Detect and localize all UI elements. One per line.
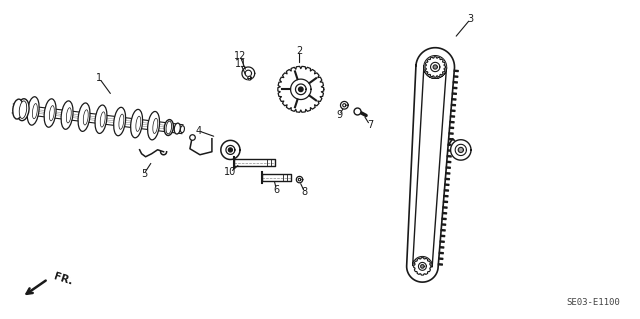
Polygon shape xyxy=(296,176,303,183)
Text: 1: 1 xyxy=(96,73,102,83)
Ellipse shape xyxy=(67,108,71,123)
Ellipse shape xyxy=(78,103,90,131)
Polygon shape xyxy=(296,84,306,95)
Text: 10: 10 xyxy=(224,167,237,177)
Polygon shape xyxy=(12,104,183,134)
Polygon shape xyxy=(248,76,252,80)
Polygon shape xyxy=(458,147,463,152)
Polygon shape xyxy=(234,159,275,166)
Text: 12: 12 xyxy=(234,51,246,61)
Ellipse shape xyxy=(148,111,159,140)
Ellipse shape xyxy=(13,99,23,119)
Ellipse shape xyxy=(27,97,39,125)
Polygon shape xyxy=(406,48,454,282)
Polygon shape xyxy=(413,56,447,267)
Polygon shape xyxy=(420,265,424,268)
Ellipse shape xyxy=(83,110,88,125)
Ellipse shape xyxy=(119,114,124,129)
Polygon shape xyxy=(340,101,348,109)
Ellipse shape xyxy=(33,104,37,119)
Text: FR.: FR. xyxy=(52,271,74,287)
Ellipse shape xyxy=(100,112,105,127)
Polygon shape xyxy=(298,87,303,92)
Ellipse shape xyxy=(49,106,54,121)
Ellipse shape xyxy=(164,120,173,136)
Polygon shape xyxy=(413,258,431,275)
Polygon shape xyxy=(242,67,255,80)
Polygon shape xyxy=(228,148,232,152)
Ellipse shape xyxy=(166,121,172,134)
Polygon shape xyxy=(419,263,426,270)
Text: 3: 3 xyxy=(467,14,474,24)
Polygon shape xyxy=(451,140,471,160)
Ellipse shape xyxy=(174,123,180,134)
Text: 8: 8 xyxy=(301,187,308,197)
Polygon shape xyxy=(278,66,324,112)
Ellipse shape xyxy=(44,99,56,127)
Ellipse shape xyxy=(180,126,184,133)
Polygon shape xyxy=(433,65,437,69)
Text: 7: 7 xyxy=(367,120,373,130)
Polygon shape xyxy=(262,174,291,181)
Ellipse shape xyxy=(153,118,157,133)
Ellipse shape xyxy=(136,116,141,131)
Ellipse shape xyxy=(114,107,125,136)
Ellipse shape xyxy=(61,101,73,129)
Text: 5: 5 xyxy=(141,169,147,179)
Polygon shape xyxy=(425,57,445,77)
Text: 11: 11 xyxy=(234,59,247,69)
Polygon shape xyxy=(221,140,240,160)
Text: 9: 9 xyxy=(336,110,342,120)
Text: SE03-E1100: SE03-E1100 xyxy=(566,298,620,307)
Ellipse shape xyxy=(95,105,107,133)
Polygon shape xyxy=(291,79,311,100)
Ellipse shape xyxy=(131,109,143,138)
Ellipse shape xyxy=(17,99,29,121)
Ellipse shape xyxy=(19,101,27,118)
Text: 6: 6 xyxy=(273,185,280,195)
Polygon shape xyxy=(431,62,440,72)
Text: 4: 4 xyxy=(195,126,202,136)
Text: 2: 2 xyxy=(296,46,303,56)
